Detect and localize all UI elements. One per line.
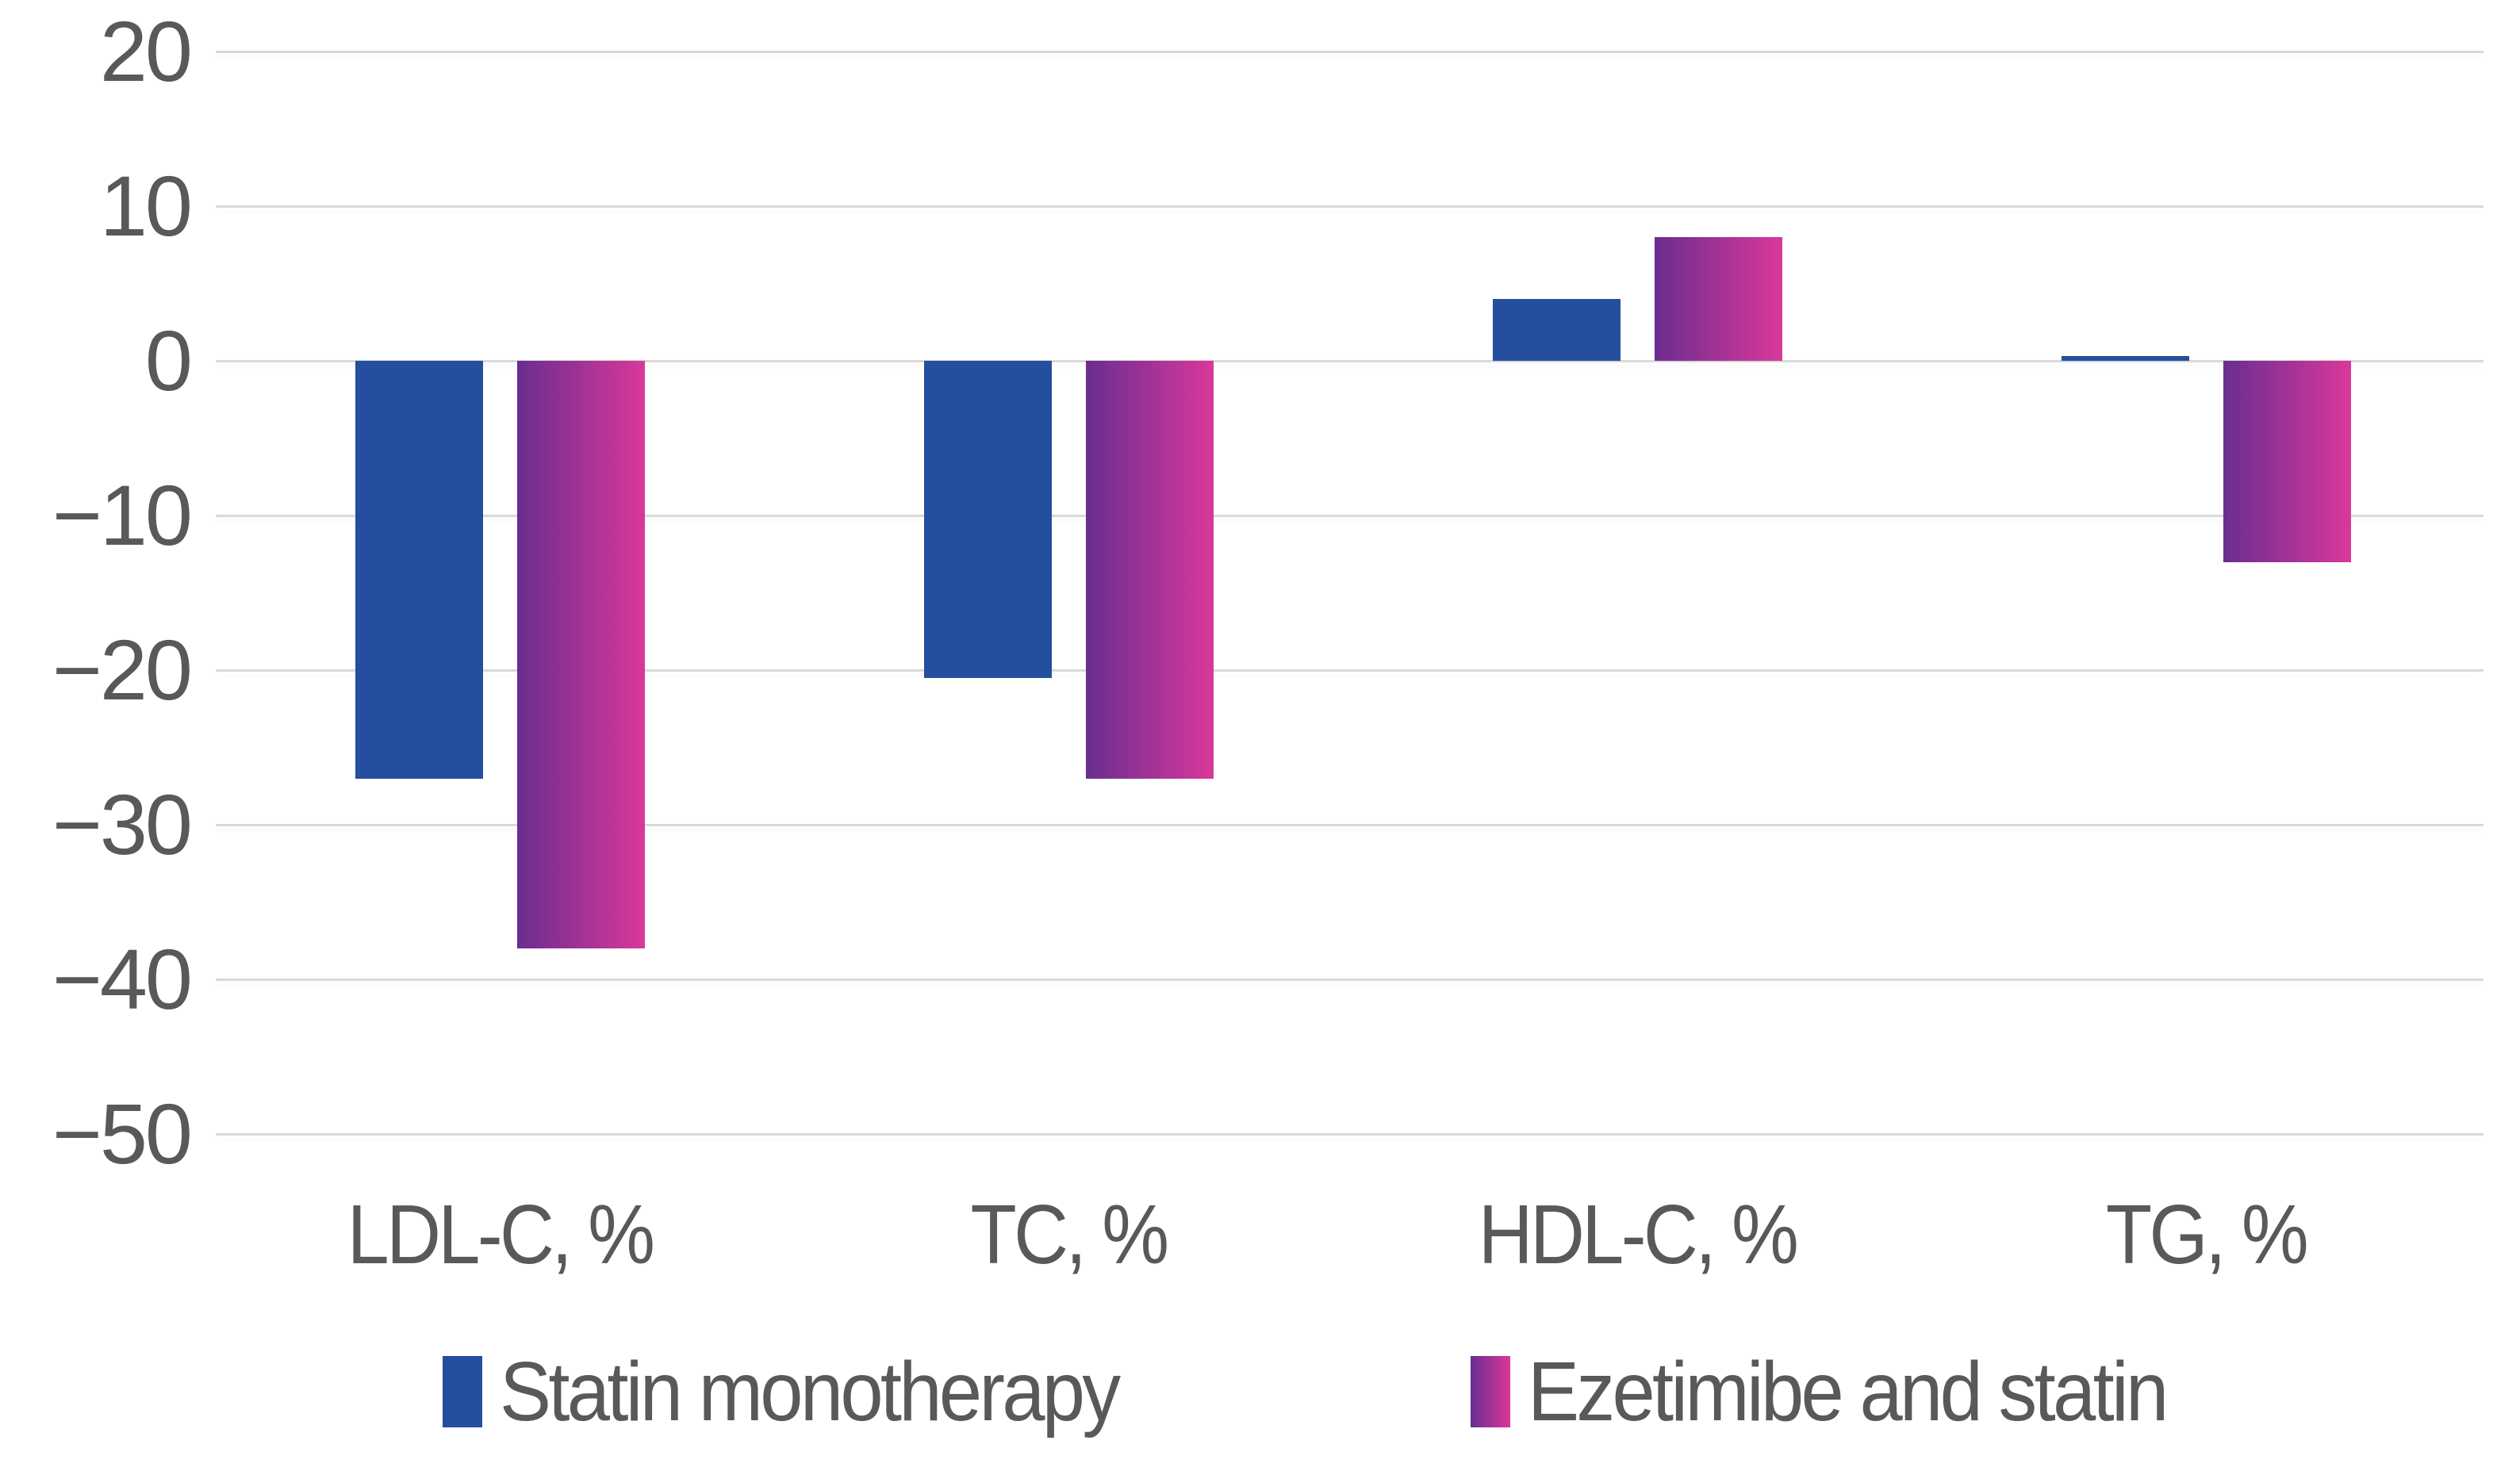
y-axis-tick-label--20: −20 xyxy=(52,622,193,718)
legend-swatch-ezetimibe-and-statin xyxy=(1471,1356,1510,1427)
y-axis-tick-label--10: −10 xyxy=(52,467,193,563)
legend-swatch-statin-monotherapy xyxy=(443,1356,482,1427)
bar-tc-ezetimibe-and-statin xyxy=(1085,361,1214,779)
bar-tc-statin-monotherapy xyxy=(923,361,1052,678)
legend-item-ezetimibe-and-statin: Ezetimibe and statin xyxy=(1471,1348,2222,1435)
legend-label-ezetimibe-and-statin: Ezetimibe and statin xyxy=(1528,1345,2169,1438)
bar-ldl-c-statin-monotherapy xyxy=(355,361,483,779)
y-axis-tick-label--40: −40 xyxy=(52,931,193,1027)
x-axis-label-tg: TG, % xyxy=(2105,1188,2309,1281)
bar-ldl-c-ezetimibe-and-statin xyxy=(516,361,645,948)
y-axis-tick-label--50: −50 xyxy=(52,1086,193,1182)
y-gridline--10 xyxy=(216,515,2484,517)
y-axis-tick-label-0: 0 xyxy=(144,312,193,408)
y-gridline-10 xyxy=(216,205,2484,208)
y-axis-tick-label-20: 20 xyxy=(99,3,193,99)
x-axis-label-ldl-c: LDL-C, % xyxy=(347,1188,655,1281)
y-axis-tick-label-10: 10 xyxy=(99,158,193,254)
y-gridline--20 xyxy=(216,669,2484,672)
legend-item-statin-monotherapy: Statin monotherapy xyxy=(443,1348,1172,1435)
bar-hdl-c-statin-monotherapy xyxy=(1492,299,1621,361)
x-axis-label-tc: TC, % xyxy=(970,1188,1169,1281)
y-gridline--30 xyxy=(216,824,2484,826)
y-gridline--40 xyxy=(216,979,2484,981)
y-axis-tick-label--30: −30 xyxy=(52,776,193,872)
y-gridline--50 xyxy=(216,1133,2484,1136)
y-gridline-0 xyxy=(216,360,2484,362)
bar-hdl-c-ezetimibe-and-statin xyxy=(1654,237,1782,361)
bar-tg-statin-monotherapy xyxy=(2061,356,2189,361)
legend-label-statin-monotherapy: Statin monotherapy xyxy=(500,1345,1121,1438)
x-axis-label-hdl-c: HDL-C, % xyxy=(1478,1188,1799,1281)
y-gridline-20 xyxy=(216,51,2484,53)
bar-tg-ezetimibe-and-statin xyxy=(2223,361,2351,562)
